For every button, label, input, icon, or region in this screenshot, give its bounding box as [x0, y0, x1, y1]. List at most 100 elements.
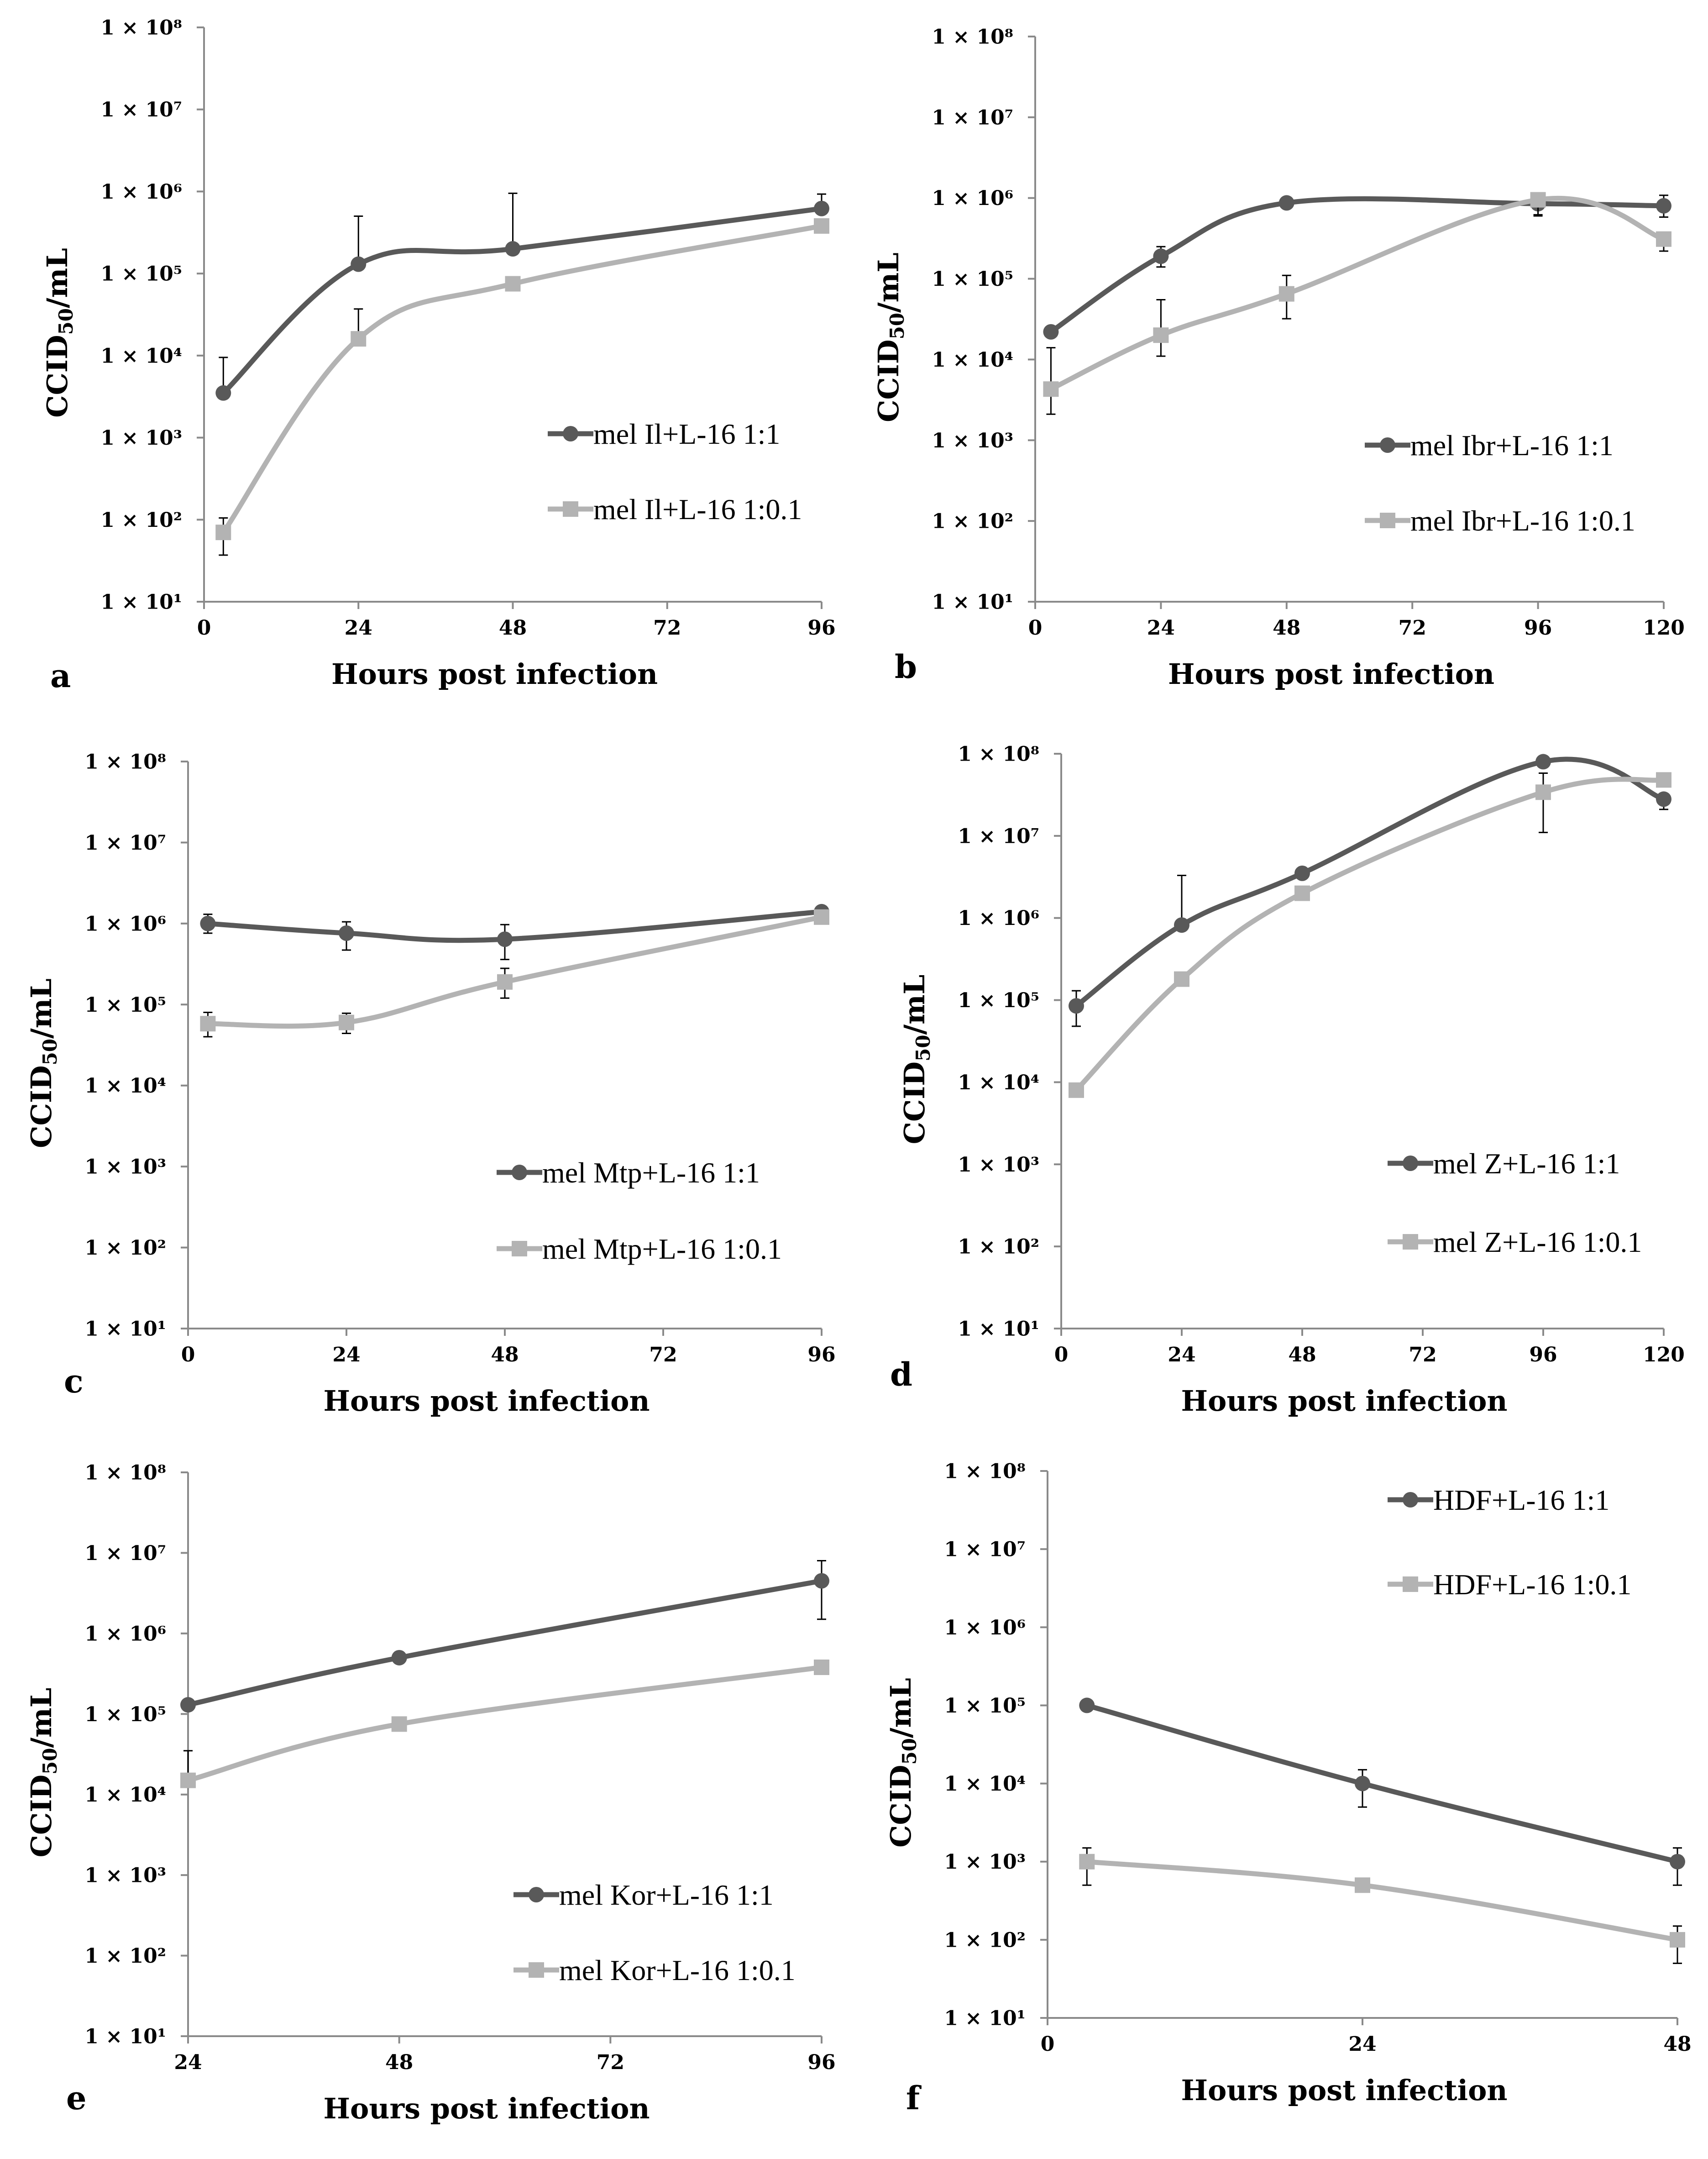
data-point-circle [1656, 198, 1671, 214]
x-axis-label: Hours post infection [331, 657, 658, 691]
legend-label: mel Il+L-16 1:0.1 [593, 493, 802, 525]
data-point-square [200, 1016, 216, 1032]
y-tick-label: 1 × 10¹ [84, 1318, 166, 1341]
y-tick-label: 1 × 10⁵ [944, 1694, 1026, 1718]
data-point-square [1670, 1932, 1685, 1948]
x-tick-label: 48 [385, 2051, 413, 2074]
series-line-ratio-1-1 [187, 1578, 822, 1707]
y-tick-label: 1 × 10⁶ [944, 1616, 1026, 1639]
y-tick-label: 1 × 10¹ [84, 2025, 166, 2049]
y-tick-label: 1 × 10⁵ [958, 989, 1039, 1012]
x-tick-label: 48 [1663, 2033, 1691, 2056]
legend-label: mel Mtp+L-16 1:1 [542, 1156, 760, 1189]
x-tick-label: 48 [1288, 1343, 1316, 1366]
x-tick-label: 0 [181, 1343, 195, 1366]
x-tick-label: 48 [491, 1343, 519, 1366]
y-axis-label: CCID50/mL [884, 1678, 921, 1848]
x-axis-label: Hours post infection [323, 1384, 650, 1418]
y-tick-label: 1 × 10⁷ [944, 1538, 1026, 1561]
y-tick-label: 1 × 10⁴ [958, 1071, 1039, 1094]
y-tick-label: 1 × 10³ [944, 1850, 1026, 1874]
y-tick-label: 1 × 10¹ [944, 2007, 1026, 2030]
data-point-square [1069, 1082, 1084, 1098]
series-line-ratio-1-1 [221, 206, 822, 395]
data-point-circle [1294, 865, 1310, 881]
x-tick-label: 96 [1529, 1343, 1557, 1366]
x-tick-label: 72 [597, 2051, 624, 2074]
data-point-circle [339, 925, 354, 941]
data-point-circle [351, 256, 367, 272]
data-point-circle [1174, 917, 1189, 933]
x-tick-label: 24 [345, 616, 372, 640]
x-tick-label: 96 [807, 616, 835, 640]
legend-marker-circle [529, 1887, 544, 1902]
x-tick-label: 96 [807, 2051, 835, 2074]
legend-marker-square [512, 1241, 527, 1256]
y-tick-label: 1 × 10² [944, 1928, 1026, 1952]
data-point-square [1656, 231, 1671, 247]
x-tick-label: 72 [1399, 616, 1426, 640]
legend-marker-square [529, 1962, 544, 1978]
data-point-square [1043, 381, 1059, 397]
data-point-square [1079, 1854, 1095, 1870]
data-point-square [814, 218, 829, 234]
legend-label: mel Z+L-16 1:0.1 [1433, 1226, 1642, 1258]
chart-panel-c: 1 × 10¹ 1 × 10² 1 × 10³ 1 × 10⁴ 1 × 10⁵ 1 × 1… [25, 751, 836, 1418]
y-tick-label: 1 × 10² [100, 509, 182, 532]
y-tick-label: 1 × 10⁸ [958, 743, 1039, 766]
legend-label: mel Ibr+L-16 1:1 [1410, 429, 1614, 462]
data-point-square [1530, 192, 1546, 208]
panel-letter: a [50, 657, 71, 695]
x-tick-label: 72 [649, 1343, 677, 1366]
x-tick-label: 24 [1168, 1343, 1195, 1366]
y-tick-label: 1 × 10⁸ [944, 1460, 1026, 1483]
x-tick-label: 48 [1273, 616, 1300, 640]
legend-label: HDF+L-16 1:0.1 [1433, 1568, 1631, 1601]
legend-marker-circle [563, 426, 578, 441]
data-point-square [391, 1716, 407, 1732]
y-axis-label: CCID50/mL [25, 1688, 61, 1858]
legend-label: HDF+L-16 1:1 [1433, 1484, 1609, 1516]
data-point-square [1535, 784, 1551, 800]
y-tick-label: 1 × 10³ [100, 426, 182, 450]
legend-marker-square [563, 501, 578, 517]
data-point-circle [814, 1573, 829, 1589]
data-point-circle [1355, 1776, 1370, 1791]
y-axis-label: CCID50/mL [898, 975, 934, 1145]
data-point-circle [1535, 754, 1551, 770]
y-tick-label: 1 × 10³ [932, 429, 1013, 452]
x-tick-label: 24 [1147, 616, 1175, 640]
y-tick-label: 1 × 10² [84, 1236, 166, 1260]
legend-label: mel Mtp+L-16 1:0.1 [542, 1233, 782, 1265]
y-tick-label: 1 × 10⁵ [84, 1703, 166, 1726]
legend-label: mel Z+L-16 1:1 [1433, 1147, 1620, 1180]
series-line-ratio-1-0-1 [221, 223, 823, 534]
legend-marker-square [1380, 513, 1395, 528]
data-point-circle [814, 200, 829, 216]
data-point-circle [1656, 791, 1671, 807]
data-point-square [814, 909, 829, 925]
y-tick-label: 1 × 10² [958, 1235, 1039, 1259]
data-point-square [180, 1772, 196, 1788]
x-tick-label: 120 [1643, 616, 1685, 640]
data-point-square [1278, 286, 1294, 302]
x-tick-label: 72 [653, 616, 681, 640]
legend-marker-circle [1403, 1156, 1418, 1171]
y-tick-label: 1 × 10⁶ [84, 912, 166, 935]
data-point-circle [1079, 1697, 1095, 1713]
y-tick-label: 1 × 10² [84, 1944, 166, 1968]
x-axis-label: Hours post infection [1181, 1384, 1507, 1418]
data-point-circle [505, 241, 521, 257]
data-point-circle [1278, 195, 1294, 211]
chart-panel-d: 1 × 10¹ 1 × 10² 1 × 10³ 1 × 10⁴ 1 × 10⁵ 1 × 1… [890, 743, 1685, 1418]
series-line-ratio-1-0-1 [1050, 195, 1665, 392]
series-line-ratio-1-0-1 [1086, 1859, 1678, 1943]
y-tick-label: 1 × 10¹ [100, 591, 182, 614]
legend-marker-circle [1380, 437, 1395, 453]
x-axis-label: Hours post infection [1168, 657, 1494, 691]
chart-panel-a: 1 × 10¹ 1 × 10² 1 × 10³ 1 × 10⁴ 1 × 10⁵ 1 × 1… [41, 16, 836, 695]
y-tick-label: 1 × 10⁶ [958, 907, 1039, 930]
legend-marker-square [1403, 1576, 1418, 1592]
y-axis-label: CCID50/mL [41, 248, 77, 418]
x-tick-label: 48 [499, 616, 527, 640]
